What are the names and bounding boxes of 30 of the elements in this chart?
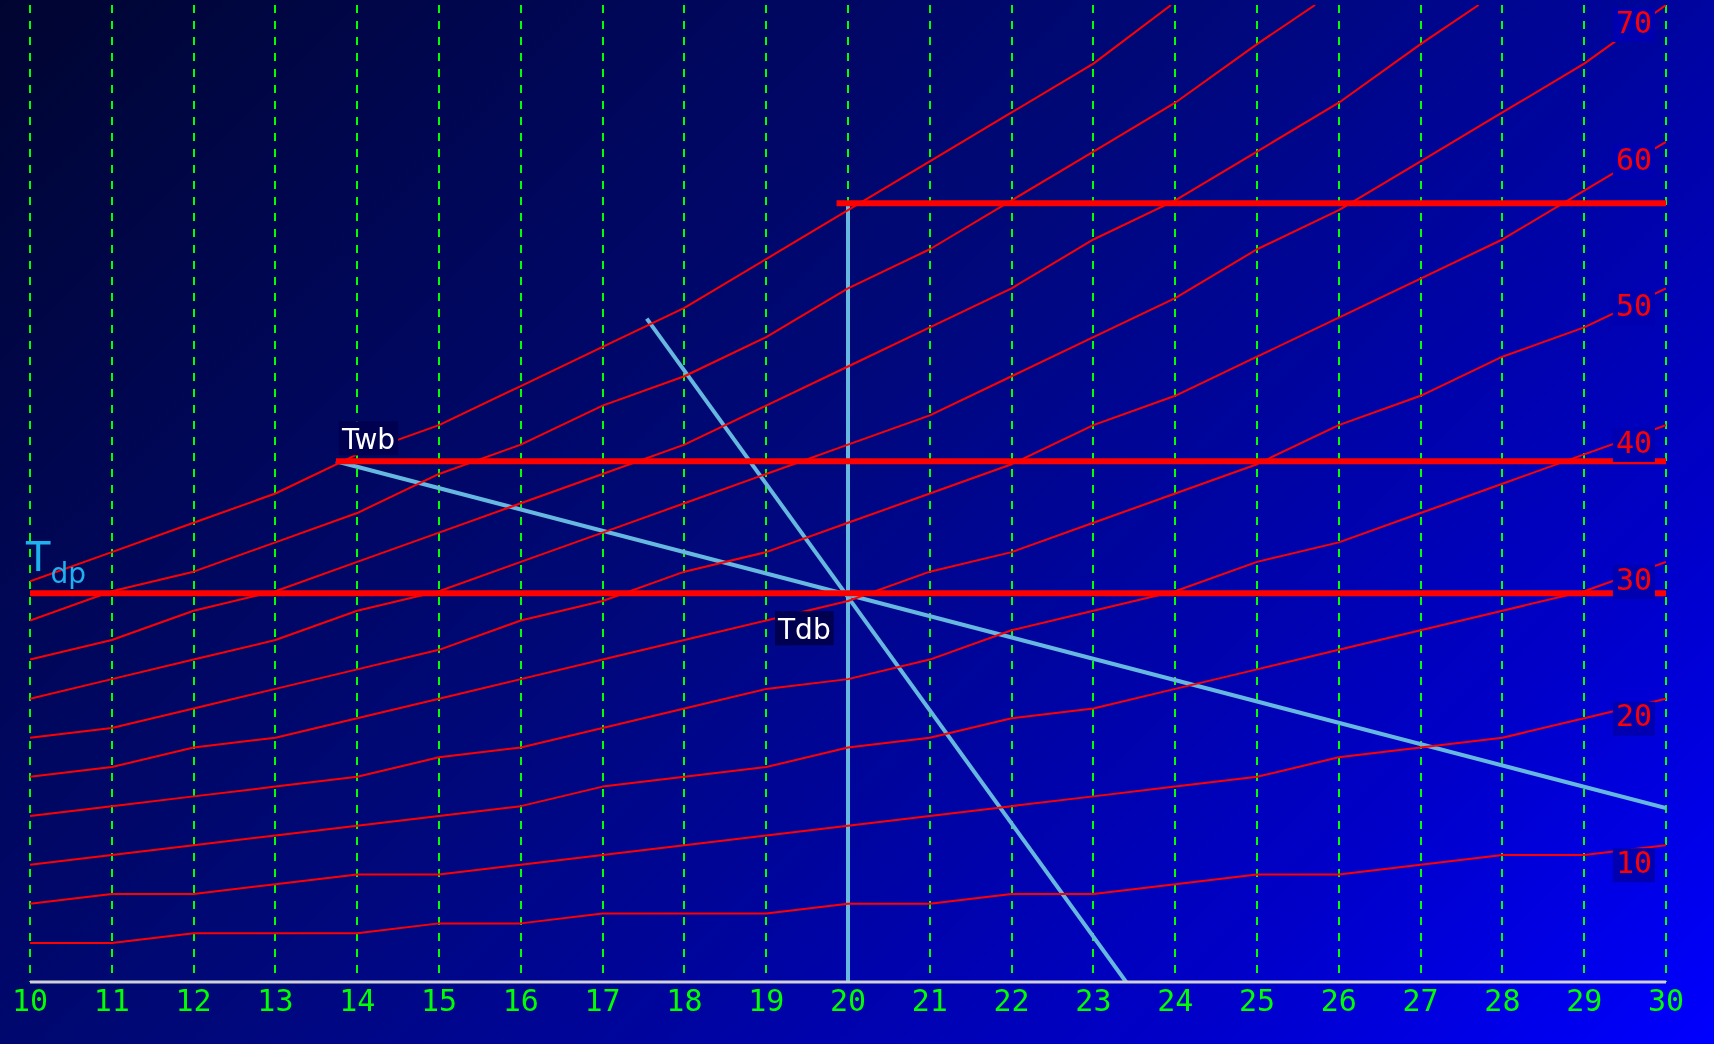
annotation: Twb — [340, 423, 396, 457]
series-label: 30 — [1615, 561, 1652, 597]
series-label: 20 — [1615, 698, 1652, 734]
x-tick-label: 16 — [502, 982, 539, 1018]
x-tick-label: 19 — [748, 982, 785, 1018]
x-tick-label: 22 — [993, 982, 1030, 1018]
x-tick-label: 21 — [911, 982, 948, 1018]
x-tick-label: 14 — [339, 982, 376, 1018]
x-tick-label: 12 — [175, 982, 212, 1018]
x-tick-label: 27 — [1402, 982, 1439, 1018]
x-tick-label: 18 — [666, 982, 703, 1018]
x-tick-label: 17 — [584, 982, 621, 1018]
x-tick-label: 13 — [257, 982, 294, 1018]
series-label: 50 — [1615, 288, 1652, 324]
x-tick-label: 23 — [1075, 982, 1112, 1018]
x-tick-label: 24 — [1157, 982, 1194, 1018]
series-label: 70 — [1615, 4, 1652, 40]
x-tick-label: 11 — [93, 982, 130, 1018]
x-tick-label: 30 — [1647, 982, 1685, 1018]
annotation: Tdb — [777, 613, 831, 647]
x-tick-label: 28 — [1484, 982, 1521, 1018]
x-tick-label: 26 — [1320, 982, 1357, 1018]
x-tick-label: 25 — [1238, 982, 1276, 1018]
series-label: 60 — [1615, 141, 1652, 177]
series-label: 10 — [1615, 845, 1652, 881]
x-tick-label: 10 — [11, 982, 49, 1018]
x-tick-label: 20 — [829, 982, 867, 1018]
series-label: 40 — [1615, 424, 1652, 460]
x-tick-label: 15 — [420, 982, 458, 1018]
x-tick-label: 29 — [1566, 982, 1603, 1018]
